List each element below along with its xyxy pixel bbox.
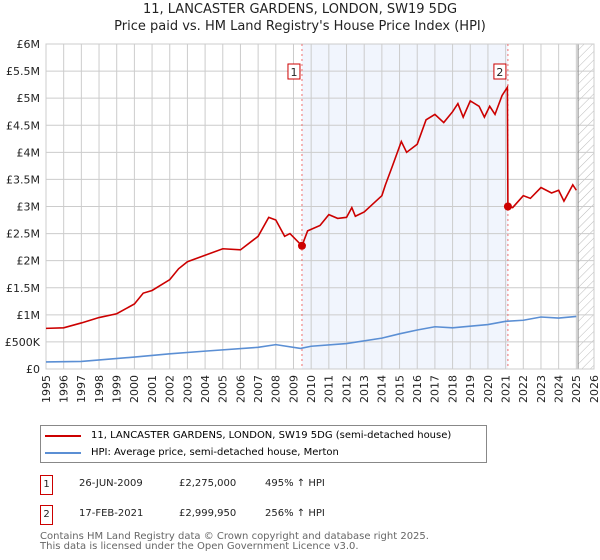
- transaction-price: £2,999,950: [179, 508, 237, 519]
- x-tick-label: 2020: [482, 375, 495, 403]
- x-tick-label: 2021: [499, 375, 512, 403]
- x-tick-label: 2013: [358, 375, 371, 403]
- footer-licence: This data is licensed under the Open Gov…: [40, 541, 359, 552]
- transaction-hpi: 256% ↑ HPI: [265, 508, 325, 519]
- x-tick-label: 2009: [287, 375, 300, 403]
- transaction-date: 26-JUN-2009: [79, 478, 143, 489]
- y-tick-label: £2.5M: [6, 228, 40, 241]
- y-tick-label: £3.5M: [6, 173, 40, 186]
- x-tick-label: 2022: [517, 375, 530, 403]
- sale-label-box: [287, 63, 301, 80]
- x-tick-label: 2006: [234, 375, 247, 403]
- hpi-line: [45, 315, 577, 363]
- y-tick-label: £3M: [17, 201, 41, 214]
- y-tick-label: £1M: [17, 309, 41, 322]
- plot-border: [45, 43, 595, 370]
- x-tick-label: 1996: [58, 375, 71, 403]
- y-tick-label: £6M: [17, 38, 41, 51]
- x-tick-label: 1998: [93, 375, 106, 403]
- x-tick-label: 2004: [199, 375, 212, 403]
- transaction-date: 17-FEB-2021: [79, 508, 144, 519]
- sale-point: [297, 241, 306, 250]
- y-tick-label: £2M: [17, 255, 41, 268]
- x-tick-label: 2003: [181, 375, 194, 403]
- chart-title: 11, LANCASTER GARDENS, LONDON, SW19 5DG: [142, 2, 458, 17]
- x-tick-label: 2023: [535, 375, 548, 403]
- x-tick-label: 2001: [146, 375, 159, 403]
- y-tick-label: £500K: [5, 336, 41, 349]
- footer-copyright: Contains HM Land Registry data © Crown c…: [40, 531, 429, 542]
- sale-point: [503, 202, 512, 211]
- legend-blue-line: [45, 451, 81, 454]
- x-tick-label: 2016: [411, 375, 424, 403]
- legend-hpi: HPI: Average price, semi-detached house,…: [91, 447, 339, 458]
- transaction-marker: 1: [40, 475, 53, 495]
- x-tick-label: 2000: [128, 375, 141, 403]
- sale-label: 1: [290, 66, 297, 79]
- x-tick-label: 2024: [552, 375, 565, 403]
- x-tick-label: 1999: [111, 375, 124, 403]
- x-tick-label: 2014: [376, 375, 389, 403]
- x-tick-label: 2005: [217, 375, 230, 403]
- legend: 11, LANCASTER GARDENS, LONDON, SW19 5DG …: [40, 425, 487, 463]
- x-tick-label: 2012: [340, 375, 353, 403]
- property-price-line: [45, 84, 577, 330]
- x-tick-label: 2007: [252, 375, 265, 403]
- x-tick-label: 2025: [570, 375, 583, 403]
- y-tick-label: £5.5M: [6, 65, 40, 78]
- x-tick-label: 2015: [393, 375, 406, 403]
- sale-label-box: [493, 63, 507, 80]
- x-tick-label: 2026: [588, 375, 600, 403]
- price-chart: 1995 1996 1997 1998 1999 2000 2001 2002 2003 2004…: [5, 38, 600, 403]
- x-tick-label: 2002: [164, 375, 177, 403]
- legend-property: 11, LANCASTER GARDENS, LONDON, SW19 5DG …: [91, 430, 452, 441]
- transaction-hpi: 495% ↑ HPI: [265, 478, 325, 489]
- x-tick-label: 2018: [446, 375, 459, 403]
- transaction-price: £2,275,000: [179, 478, 237, 489]
- transaction-marker: 2: [40, 505, 53, 525]
- x-tick-label: 1997: [75, 375, 88, 403]
- sale-label: 2: [496, 66, 503, 79]
- x-tick-label: 2008: [270, 375, 283, 403]
- legend-red-line: [45, 434, 81, 437]
- x-tick-label: 2019: [464, 375, 477, 403]
- x-tick-label: 2011: [323, 375, 336, 403]
- y-tick-label: £4.5M: [6, 119, 40, 132]
- x-tick-label: 1995: [40, 375, 53, 403]
- y-tick-label: £0: [26, 363, 40, 376]
- chart-subtitle: Price paid vs. HM Land Registry's House …: [114, 19, 486, 34]
- y-tick-label: £4M: [17, 146, 41, 159]
- y-tick-label: £5M: [17, 92, 41, 105]
- y-tick-label: £1.5M: [6, 282, 40, 295]
- x-tick-label: 2010: [305, 375, 318, 403]
- x-tick-label: 2017: [429, 375, 442, 403]
